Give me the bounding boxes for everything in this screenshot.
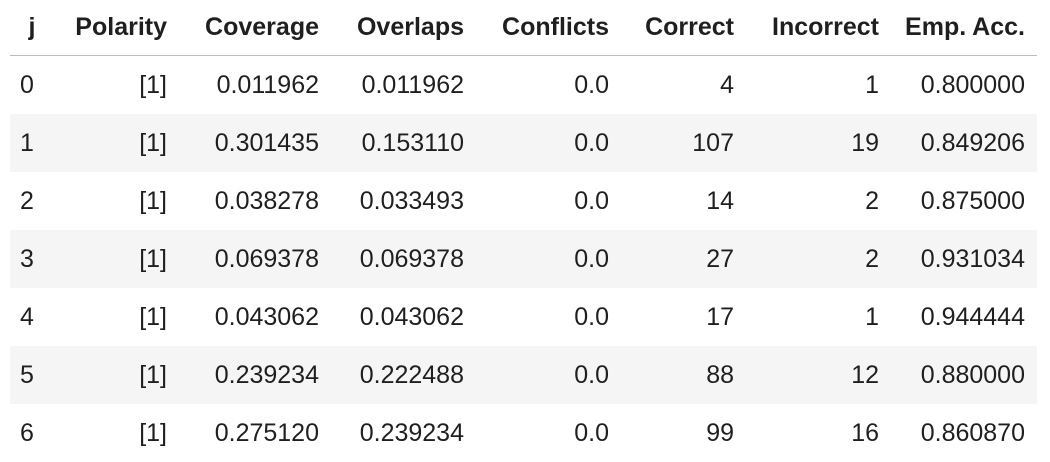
coverage-cell: 0.301435 bbox=[179, 114, 331, 172]
incorrect-cell: 2 bbox=[865, 186, 879, 215]
correct-cell: 99 bbox=[706, 418, 734, 447]
column-header-coverage: Coverage bbox=[179, 0, 331, 56]
polarity-cell: [1] bbox=[139, 70, 167, 99]
correct-cell: 27 bbox=[621, 230, 746, 288]
polarity-cell: [1] bbox=[139, 186, 167, 215]
conflicts-cell: 0.0 bbox=[574, 302, 609, 331]
conflicts-cell: 0.0 bbox=[574, 418, 609, 447]
conflicts-cell: 0.0 bbox=[476, 114, 621, 172]
emp-acc-cell: 0.931034 bbox=[891, 230, 1037, 288]
table-row: 0 [1] 0.011962 0.011962 0.0 4 1 0.800000 bbox=[10, 56, 1037, 115]
table-row: 4 [1] 0.043062 0.043062 0.0 17 1 0.94444… bbox=[10, 288, 1037, 346]
coverage-cell: 0.011962 bbox=[216, 70, 319, 99]
polarity-cell: [1] bbox=[54, 114, 179, 172]
emp-acc-cell: 0.875000 bbox=[920, 186, 1025, 215]
header-row: j Polarity Coverage Overlaps Conflicts C… bbox=[10, 0, 1037, 56]
coverage-cell: 0.275120 bbox=[214, 418, 319, 447]
emp-acc-cell: 0.944444 bbox=[920, 302, 1025, 331]
coverage-cell: 0.069378 bbox=[179, 230, 331, 288]
correct-cell: 14 bbox=[706, 186, 734, 215]
overlaps-cell: 0.043062 bbox=[359, 302, 464, 331]
column-header-incorrect: Incorrect bbox=[746, 0, 891, 56]
incorrect-cell: 1 bbox=[865, 302, 879, 331]
column-header-overlaps: Overlaps bbox=[331, 0, 476, 56]
correct-cell: 107 bbox=[621, 114, 746, 172]
column-header-correct: Correct bbox=[621, 0, 746, 56]
row-index: 5 bbox=[10, 346, 54, 404]
table-row: 6 [1] 0.275120 0.239234 0.0 99 16 0.8608… bbox=[10, 404, 1037, 462]
overlaps-cell: 0.011962 bbox=[361, 70, 464, 99]
conflicts-cell: 0.0 bbox=[574, 186, 609, 215]
overlaps-cell: 0.033493 bbox=[359, 186, 464, 215]
emp-acc-cell: 0.800000 bbox=[920, 70, 1025, 99]
incorrect-cell: 2 bbox=[746, 230, 891, 288]
row-index: 1 bbox=[10, 114, 54, 172]
row-index: 0 bbox=[20, 70, 34, 99]
column-header-polarity: Polarity bbox=[54, 0, 179, 56]
column-header-j: j bbox=[10, 0, 54, 56]
overlaps-cell: 0.153110 bbox=[331, 114, 476, 172]
column-header-emp-acc: Emp. Acc. bbox=[891, 0, 1037, 56]
coverage-cell: 0.239234 bbox=[179, 346, 331, 404]
coverage-cell: 0.043062 bbox=[214, 302, 319, 331]
incorrect-cell: 12 bbox=[746, 346, 891, 404]
correct-cell: 17 bbox=[706, 302, 734, 331]
table-row: 1 [1] 0.301435 0.153110 0.0 107 19 0.849… bbox=[10, 114, 1037, 172]
polarity-cell: [1] bbox=[54, 346, 179, 404]
polarity-cell: [1] bbox=[54, 230, 179, 288]
table-row: 5 [1] 0.239234 0.222488 0.0 88 12 0.8800… bbox=[10, 346, 1037, 404]
polarity-cell: [1] bbox=[139, 418, 167, 447]
row-index: 6 bbox=[20, 418, 34, 447]
column-header-conflicts: Conflicts bbox=[476, 0, 621, 56]
table-row: 2 [1] 0.038278 0.033493 0.0 14 2 0.87500… bbox=[10, 172, 1037, 230]
conflicts-cell: 0.0 bbox=[574, 70, 609, 99]
incorrect-cell: 16 bbox=[851, 418, 879, 447]
lf-summary-table: j Polarity Coverage Overlaps Conflicts C… bbox=[10, 0, 1037, 462]
emp-acc-cell: 0.880000 bbox=[891, 346, 1037, 404]
emp-acc-cell: 0.860870 bbox=[920, 418, 1025, 447]
correct-cell: 4 bbox=[720, 70, 734, 99]
row-index: 2 bbox=[20, 186, 34, 215]
overlaps-cell: 0.239234 bbox=[359, 418, 464, 447]
emp-acc-cell: 0.849206 bbox=[891, 114, 1037, 172]
row-index: 3 bbox=[10, 230, 54, 288]
table-row: 3 [1] 0.069378 0.069378 0.0 27 2 0.93103… bbox=[10, 230, 1037, 288]
conflicts-cell: 0.0 bbox=[476, 230, 621, 288]
row-index: 4 bbox=[20, 302, 34, 331]
incorrect-cell: 19 bbox=[746, 114, 891, 172]
conflicts-cell: 0.0 bbox=[476, 346, 621, 404]
polarity-cell: [1] bbox=[139, 302, 167, 331]
correct-cell: 88 bbox=[621, 346, 746, 404]
overlaps-cell: 0.222488 bbox=[331, 346, 476, 404]
overlaps-cell: 0.069378 bbox=[331, 230, 476, 288]
incorrect-cell: 1 bbox=[865, 70, 879, 99]
coverage-cell: 0.038278 bbox=[214, 186, 319, 215]
